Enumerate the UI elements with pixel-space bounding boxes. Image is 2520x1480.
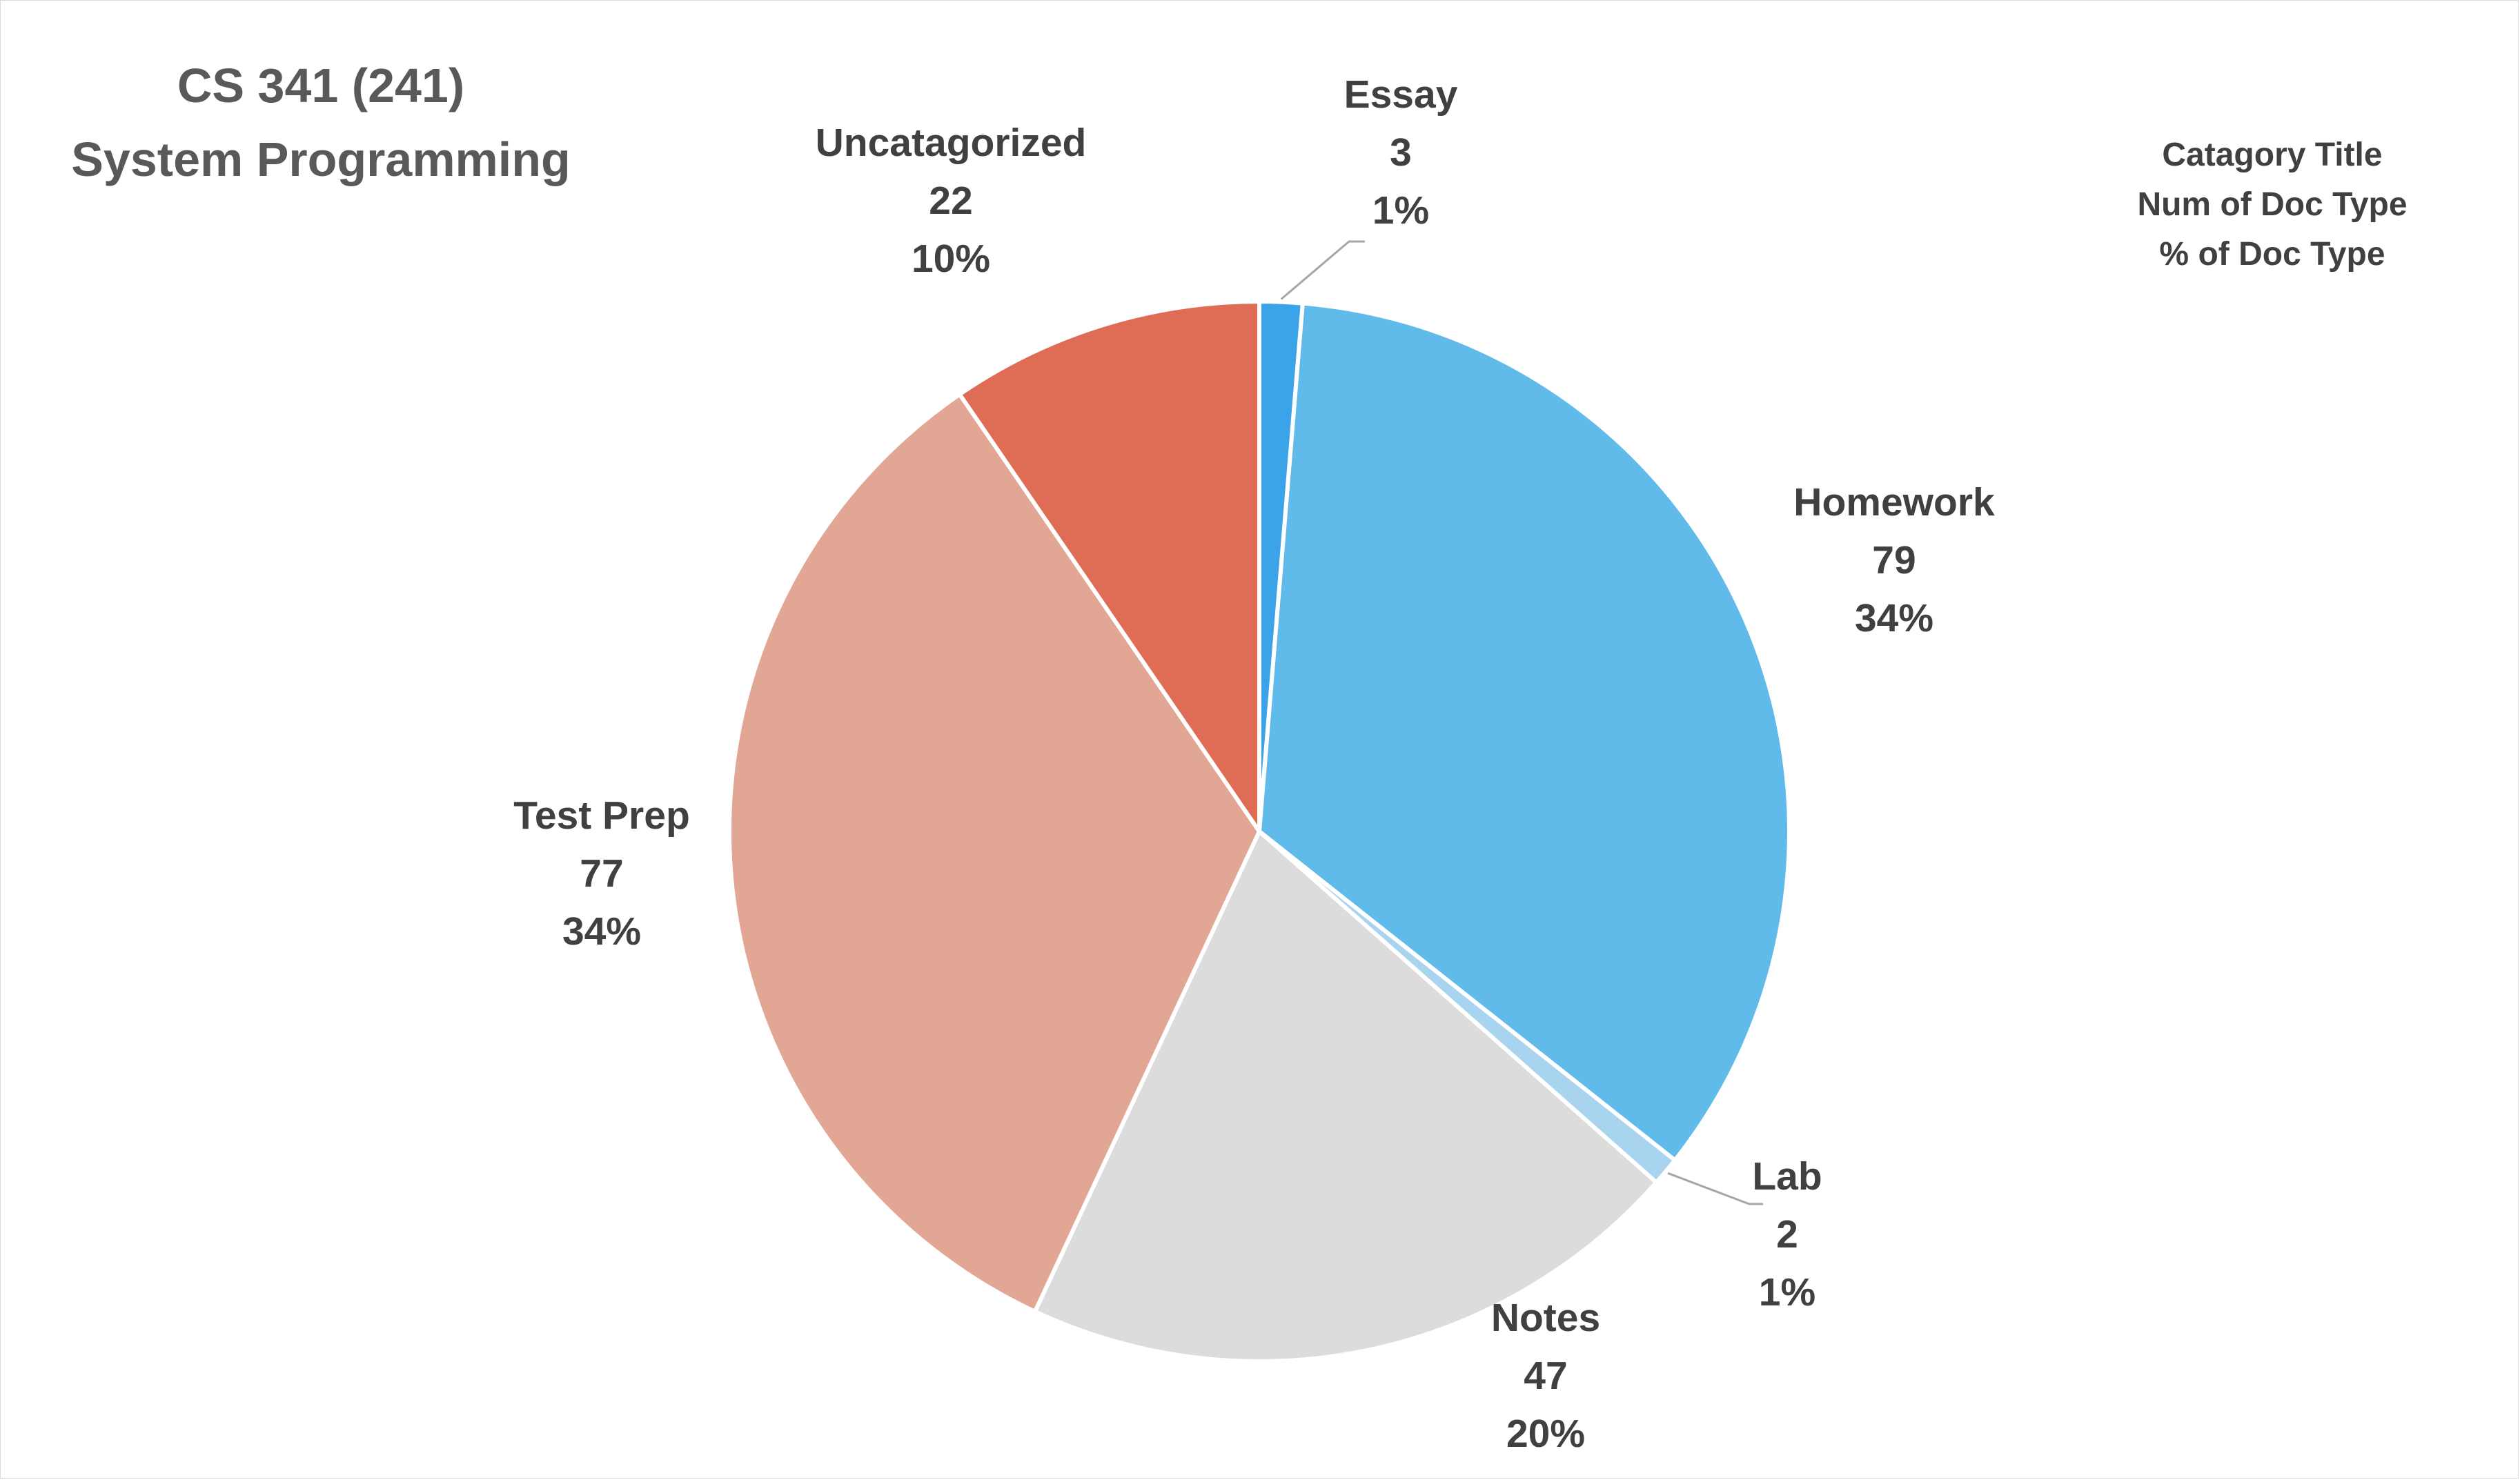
slice-label-lab: Lab 2 1%	[1752, 1154, 1822, 1314]
chart-title-line-1: CS 341 (241)	[177, 59, 464, 112]
slice-label-line: 2	[1776, 1212, 1798, 1256]
legend-line-num-doc-type: Num of Doc Type	[2137, 186, 2407, 223]
pie-slices	[727, 299, 1791, 1363]
slice-label-line: 79	[1872, 538, 1916, 582]
pie-slice-uncatagorized	[957, 299, 1261, 833]
slice-label-line: 1%	[1759, 1270, 1815, 1314]
slice-label-line: 10%	[912, 237, 990, 281]
slice-label-line: Notes	[1491, 1296, 1600, 1340]
slice-label-essay: Essay 3 1%	[1344, 72, 1458, 233]
slice-label-line: Lab	[1752, 1154, 1822, 1198]
leader-line-essay	[1280, 240, 1365, 300]
slice-label-line: 1%	[1372, 188, 1429, 233]
slice-label-line: 77	[580, 851, 623, 896]
slice-labels: Essay 3 1% Homework 79 34% Lab 2 1% Notes 47 20% Tes…	[513, 72, 1995, 1456]
pie-slice-notes	[1032, 829, 1659, 1363]
slice-label-line: Homework	[1793, 480, 1995, 524]
slice-label-line: Uncatagorized	[816, 121, 1087, 165]
slice-label-line: 34%	[1855, 596, 1933, 640]
pie-slice-test-prep	[727, 392, 1261, 1314]
slice-label-line: 22	[929, 179, 972, 223]
slice-label-uncatagorized: Uncatagorized 22 10%	[816, 121, 1087, 281]
leader-lines	[1280, 240, 1763, 1205]
legend-line-percent-doc-type: % of Doc Type	[2159, 236, 2385, 273]
pie-slice-homework	[1257, 301, 1791, 1163]
slice-label-notes: Notes 47 20%	[1491, 1296, 1600, 1456]
legend-line-category-title: Catagory Title	[2162, 137, 2382, 173]
slice-label-line: 34%	[562, 909, 641, 954]
slice-label-line: 3	[1390, 130, 1412, 175]
slice-label-line: Test Prep	[513, 793, 690, 838]
chart-title-line-2: System Programming	[71, 132, 571, 186]
slice-label-line: Essay	[1344, 72, 1458, 117]
leader-line-lab	[1667, 1172, 1763, 1205]
slice-label-line: 47	[1524, 1354, 1567, 1398]
slice-label-line: 20%	[1506, 1412, 1585, 1456]
slice-label-test-prep: Test Prep 77 34%	[513, 793, 690, 954]
slice-label-homework: Homework 79 34%	[1793, 480, 1995, 640]
